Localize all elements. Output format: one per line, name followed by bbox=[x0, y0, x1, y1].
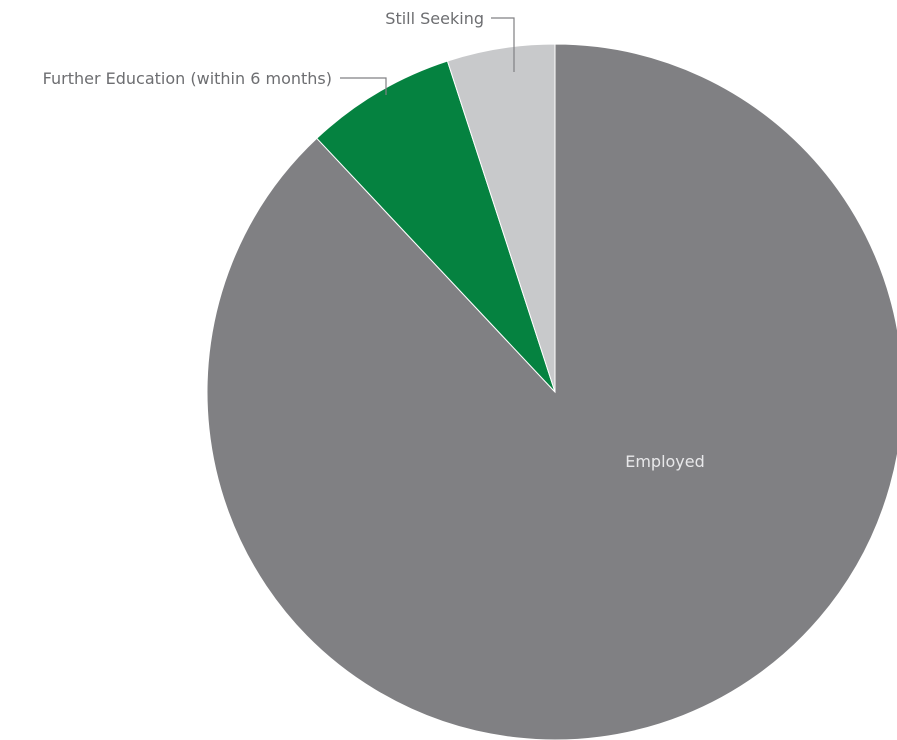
slice-label-further-education-within-6-months: Further Education (within 6 months) bbox=[43, 69, 332, 88]
slice-labels: Employed Further Education (within 6 mont… bbox=[43, 9, 705, 471]
pie-slice-further-education-within-6-months bbox=[316, 60, 556, 393]
leader-line-further-education-within-6-months bbox=[340, 77, 387, 95]
leader-lines bbox=[340, 17, 515, 95]
leader-line-still-seeking bbox=[491, 17, 515, 72]
pie-slice-employed bbox=[206, 43, 897, 740]
slice-label-employed: Employed bbox=[625, 452, 705, 471]
slice-label-still-seeking: Still Seeking bbox=[385, 9, 484, 28]
pie-slices bbox=[206, 43, 897, 740]
pie-slice-still-seeking bbox=[446, 43, 556, 393]
